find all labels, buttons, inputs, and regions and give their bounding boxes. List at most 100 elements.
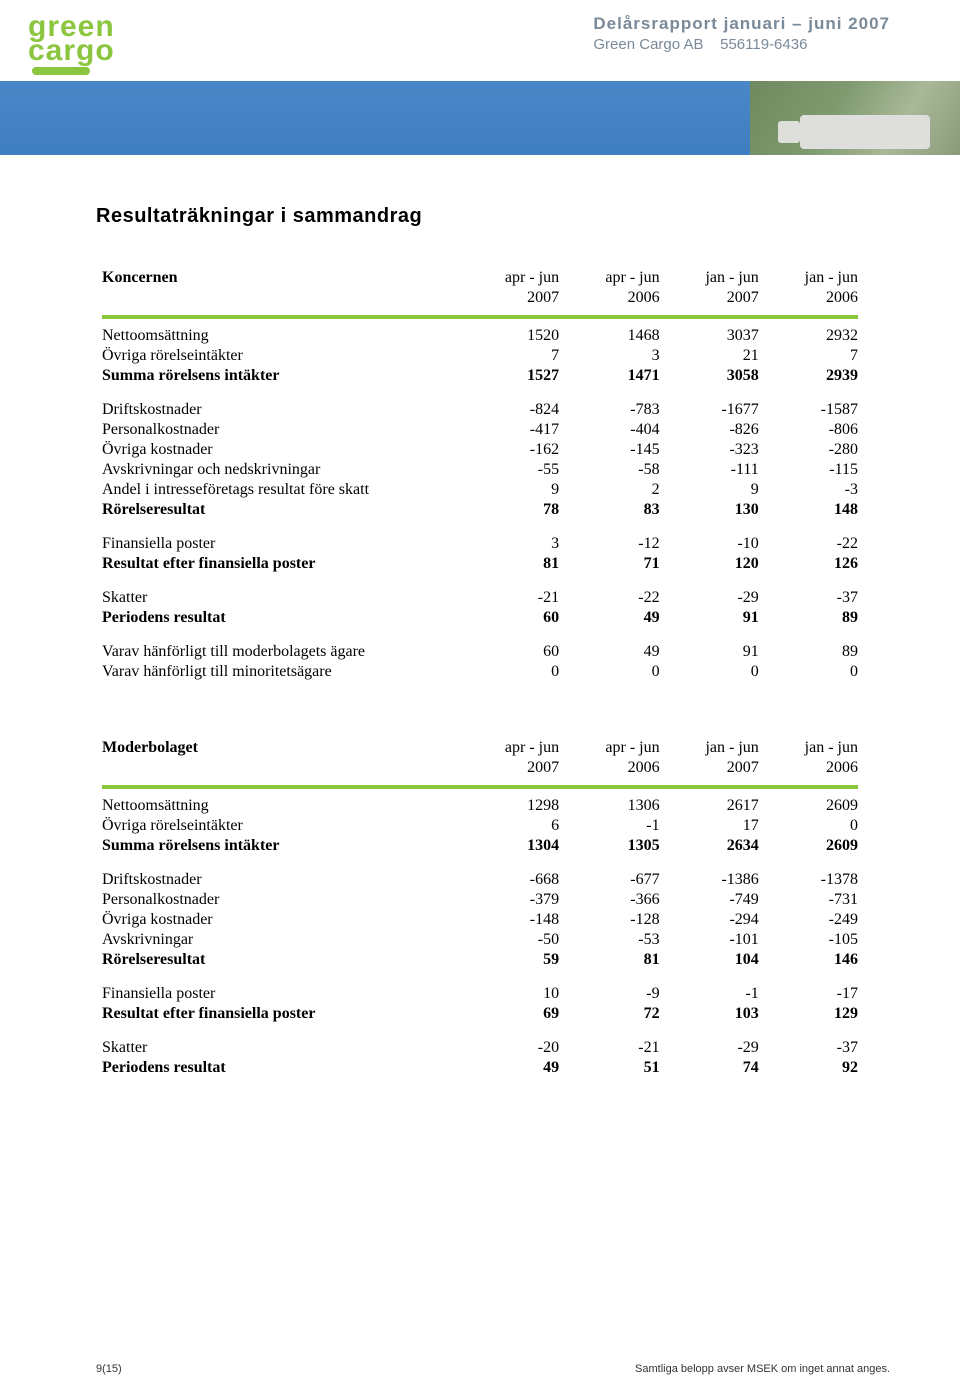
row-value: 71 [565, 554, 666, 574]
table-row: Övriga kostnader-162-145-323-280 [96, 440, 864, 460]
row-value: -379 [465, 890, 566, 910]
company-name: Green Cargo AB [593, 36, 703, 53]
footer-note: Samtliga belopp avser MSEK om inget anna… [635, 1363, 890, 1375]
row-label: Periodens resultat [96, 1058, 465, 1078]
row-value: 91 [666, 608, 765, 628]
row-label: Rörelseresultat [96, 500, 465, 520]
content-area: Resultaträkningar i sammandrag Koncernen… [0, 155, 960, 1078]
row-value: -249 [765, 910, 864, 930]
table-row: Periodens resultat49517492 [96, 1058, 864, 1078]
row-value: -128 [565, 910, 666, 930]
row-value: 60 [465, 642, 566, 662]
row-value: 51 [565, 1058, 666, 1078]
row-value: 49 [465, 1058, 566, 1078]
report-title: Delårsrapport januari – juni 2007 [593, 14, 890, 34]
table-row: Resultat efter finansiella poster8171120… [96, 554, 864, 574]
row-value: -10 [666, 534, 765, 554]
row-value: -55 [465, 460, 566, 480]
table-row: Driftskostnader-668-677-1386-1378 [96, 870, 864, 890]
table-row: Övriga kostnader-148-128-294-249 [96, 910, 864, 930]
row-value: -29 [666, 588, 765, 608]
table-row: Summa rörelsens intäkter1527147130582939 [96, 366, 864, 386]
period-year: 2006 [765, 288, 864, 308]
row-value: -115 [765, 460, 864, 480]
table-row: Finansiella poster3-12-10-22 [96, 534, 864, 554]
table-gap [96, 682, 864, 738]
period-label: jan - jun [765, 738, 864, 758]
row-value: 2617 [666, 796, 765, 816]
row-label: Varav hänförligt till minoritetsägare [96, 662, 465, 682]
row-value: -1386 [666, 870, 765, 890]
row-label: Personalkostnader [96, 420, 465, 440]
row-value: 49 [565, 608, 666, 628]
row-value: 148 [765, 500, 864, 520]
logo-line2: cargo [28, 38, 115, 64]
row-label: Övriga kostnader [96, 440, 465, 460]
train-icon [800, 115, 930, 149]
row-value: 9 [465, 480, 566, 500]
row-label: Personalkostnader [96, 890, 465, 910]
row-value: -677 [565, 870, 666, 890]
table-row: Periodens resultat60499189 [96, 608, 864, 628]
row-value: -280 [765, 440, 864, 460]
period-label: apr - jun [465, 268, 566, 288]
table-row: Summa rörelsens intäkter1304130526342609 [96, 836, 864, 856]
table-row: Driftskostnader-824-783-1677-1587 [96, 400, 864, 420]
row-value: 120 [666, 554, 765, 574]
period-year: 2007 [465, 288, 566, 308]
period-label: apr - jun [565, 738, 666, 758]
row-value: 81 [465, 554, 566, 574]
row-value: 1306 [565, 796, 666, 816]
table-row: Rörelseresultat5981104146 [96, 950, 864, 970]
row-label: Summa rörelsens intäkter [96, 836, 465, 856]
row-value: 69 [465, 1004, 566, 1024]
row-label: Skatter [96, 1038, 465, 1058]
table-row: Övriga rörelseintäkter73217 [96, 346, 864, 366]
row-value: 129 [765, 1004, 864, 1024]
row-value: 0 [765, 662, 864, 682]
company-orgnr: 556119-6436 [720, 36, 807, 53]
row-value: -1677 [666, 400, 765, 420]
row-label: Övriga rörelseintäkter [96, 346, 465, 366]
section-title: Resultaträkningar i sammandrag [96, 205, 864, 228]
row-value: -145 [565, 440, 666, 460]
row-label: Periodens resultat [96, 608, 465, 628]
table-moderbolaget: Moderbolagetapr - junapr - junjan - junj… [96, 738, 864, 1078]
row-value: -1587 [765, 400, 864, 420]
logo: green cargo [28, 14, 115, 75]
row-value: 0 [765, 816, 864, 836]
row-value: 3 [565, 346, 666, 366]
header-title-block: Delårsrapport januari – juni 2007 Green … [593, 14, 890, 53]
period-year: 2007 [666, 288, 765, 308]
page-header: green cargo Delårsrapport januari – juni… [0, 0, 960, 75]
report-subtitle: Green Cargo AB 556119-6436 [593, 36, 890, 53]
period-year: 2006 [565, 288, 666, 308]
table-row: Nettoomsättning1520146830372932 [96, 326, 864, 346]
row-label: Rörelseresultat [96, 950, 465, 970]
row-value: -50 [465, 930, 566, 950]
row-value: 72 [565, 1004, 666, 1024]
table-row: Personalkostnader-417-404-826-806 [96, 420, 864, 440]
row-label: Summa rörelsens intäkter [96, 366, 465, 386]
row-value: -366 [565, 890, 666, 910]
table-row: Avskrivningar och nedskrivningar-55-58-1… [96, 460, 864, 480]
table-row: Finansiella poster10-9-1-17 [96, 984, 864, 1004]
table-header-row: 2007200620072006 [96, 758, 864, 778]
row-value: -9 [565, 984, 666, 1004]
row-value: 2932 [765, 326, 864, 346]
table-header-row: 2007200620072006 [96, 288, 864, 308]
banner-photo [750, 81, 960, 155]
row-label: Varav hänförligt till moderbolagets ägar… [96, 642, 465, 662]
row-label: Övriga kostnader [96, 910, 465, 930]
period-year: 2007 [666, 758, 765, 778]
row-value: -162 [465, 440, 566, 460]
row-label: Övriga rörelseintäkter [96, 816, 465, 836]
row-label: Driftskostnader [96, 870, 465, 890]
row-value: 21 [666, 346, 765, 366]
row-value: 2609 [765, 796, 864, 816]
row-value: 78 [465, 500, 566, 520]
logo-swoosh-icon [32, 67, 90, 75]
row-label: Nettoomsättning [96, 326, 465, 346]
row-label: Resultat efter finansiella poster [96, 554, 465, 574]
row-value: 89 [765, 642, 864, 662]
